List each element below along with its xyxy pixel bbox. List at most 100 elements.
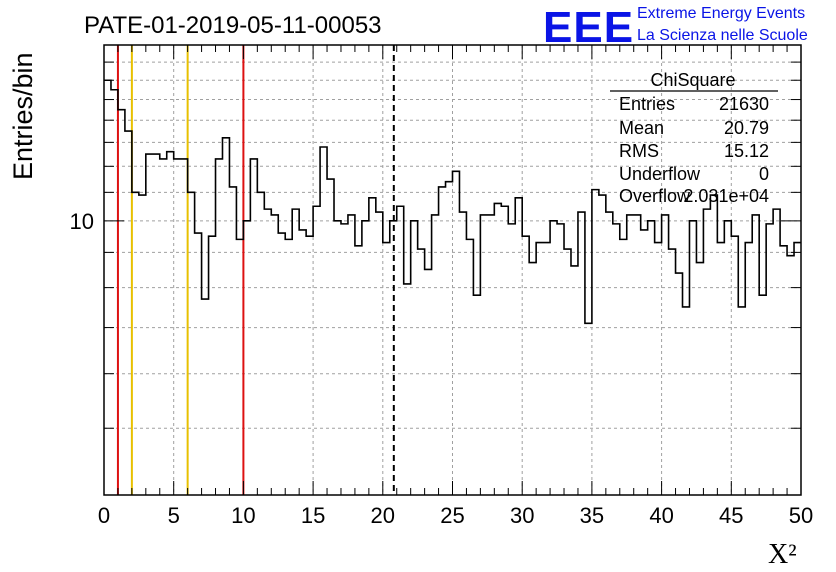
stats-title: ChiSquare	[650, 70, 735, 90]
histogram-bin	[487, 214, 494, 216]
logo-mark: EEE	[543, 3, 634, 52]
histogram-bin	[648, 220, 655, 222]
histogram-bin	[703, 208, 710, 210]
histogram-bin	[278, 232, 285, 234]
histogram-bin	[529, 262, 536, 264]
histogram-bin	[780, 245, 787, 247]
histogram-bin	[327, 178, 334, 180]
x-tick-label: 50	[789, 503, 813, 528]
histogram-bin	[209, 235, 216, 237]
histogram-bin	[724, 220, 731, 222]
histogram-bin	[188, 191, 195, 193]
histogram-bin	[355, 245, 362, 247]
histogram-bin	[696, 262, 703, 264]
histogram-bin	[432, 214, 439, 216]
histogram-bin	[334, 220, 341, 222]
histogram-bin	[229, 186, 236, 188]
histogram-bin	[655, 242, 662, 244]
logo-line1: Extreme Energy Events	[637, 5, 805, 22]
reference-lines	[116, 45, 395, 495]
histogram-bin	[766, 223, 773, 225]
histogram-bin	[341, 223, 348, 225]
histogram-bin	[181, 158, 188, 160]
histogram-bin	[160, 158, 167, 160]
stats-label-underflow: Underflow	[619, 164, 701, 184]
histogram-bin	[738, 306, 745, 308]
histogram-bin	[118, 109, 125, 111]
histogram-bin	[243, 220, 250, 222]
stats-label-entries: Entries	[619, 94, 675, 114]
histogram-bin	[111, 89, 118, 91]
histogram-bin	[571, 265, 578, 267]
histogram-bin	[271, 214, 278, 216]
x-tick-label: 20	[371, 503, 395, 528]
histogram-bin	[683, 306, 690, 308]
stats-label-overflow: Overflow	[619, 186, 691, 206]
histogram-bin	[411, 220, 418, 222]
histogram-bin	[348, 214, 355, 216]
histogram-bin	[250, 158, 257, 160]
histogram-bin	[508, 223, 515, 225]
histogram-bin	[592, 189, 599, 191]
histogram-bin	[745, 242, 752, 244]
histogram-bin	[676, 272, 683, 274]
histogram-bin	[620, 238, 627, 240]
histogram-bin	[397, 205, 404, 207]
histogram-bin	[550, 220, 557, 222]
stats-value-rms: 15.12	[724, 141, 769, 161]
histogram-bin	[383, 242, 390, 244]
histogram-bin	[515, 197, 522, 199]
logo-line2: La Scienza nelle Scuole	[637, 27, 808, 44]
histogram-bin	[446, 181, 453, 183]
histogram-bin	[536, 242, 543, 244]
histogram-bin	[564, 248, 571, 250]
stats-box: ChiSquare Entries 21630 Mean 20.79 RMS 1…	[610, 70, 778, 206]
histogram-bin	[466, 238, 473, 240]
histogram-bin	[167, 151, 174, 153]
histogram-bin	[717, 242, 724, 244]
histogram-bin	[480, 214, 487, 216]
histogram-bin	[599, 194, 606, 196]
histogram-bin	[236, 238, 243, 240]
histogram-bin	[439, 186, 446, 188]
histogram-bin	[320, 146, 327, 148]
x-tick-label: 35	[580, 503, 604, 528]
histogram-bin	[787, 255, 794, 257]
histogram-bin	[669, 248, 676, 250]
stats-label-mean: Mean	[619, 118, 664, 138]
histogram-bin	[418, 248, 425, 250]
histogram-bin	[794, 242, 801, 244]
histogram-bin	[362, 220, 369, 222]
histogram-bin	[257, 191, 264, 193]
histogram-bin	[292, 208, 299, 210]
x-tick-label: 5	[168, 503, 180, 528]
histogram-bin	[494, 202, 501, 204]
histogram-bin	[453, 170, 460, 172]
histogram-series	[104, 79, 801, 325]
stats-value-mean: 20.79	[724, 118, 769, 138]
histogram-bin	[390, 220, 397, 222]
histogram-bin	[634, 214, 641, 216]
histogram-bin	[132, 191, 139, 193]
histogram-bin	[195, 232, 202, 234]
histogram-bin	[146, 153, 153, 155]
histogram-bin	[689, 220, 696, 222]
x-tick-label: 10	[231, 503, 255, 528]
histogram-bin	[606, 211, 613, 213]
histogram-bin	[501, 205, 508, 207]
histogram-bin	[459, 211, 466, 213]
histogram-bin	[543, 242, 550, 244]
chart-title: PATE-01-2019-05-11-00053	[84, 12, 382, 39]
histogram-bin	[369, 197, 376, 199]
histogram-bin	[153, 153, 160, 155]
histogram-bin	[313, 205, 320, 207]
histogram-bin	[585, 322, 592, 324]
histogram-bin	[752, 214, 759, 216]
histogram-bin	[404, 283, 411, 285]
x-tick-label: 25	[440, 503, 464, 528]
x-tick-label: 40	[649, 503, 673, 528]
histogram-bin	[641, 229, 648, 231]
x-tick-label: 30	[510, 503, 534, 528]
histogram-bin	[578, 211, 585, 213]
